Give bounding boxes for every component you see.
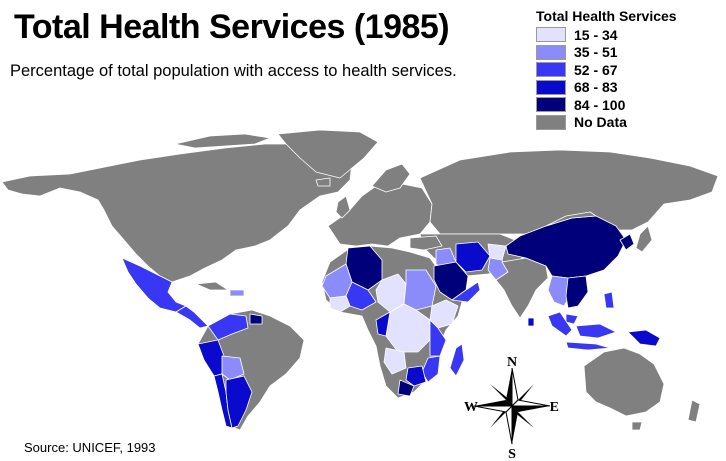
mongolia xyxy=(545,211,597,227)
angola xyxy=(383,347,407,375)
compass-point-e-light xyxy=(510,399,551,407)
legend-item-no-data: No Data xyxy=(536,114,722,132)
legend-swatch xyxy=(536,114,566,130)
legend: Total Health Services 15 - 34 35 - 51 52… xyxy=(536,8,722,131)
compass-point-s-dark xyxy=(512,406,518,444)
west-africa-coast xyxy=(329,295,351,313)
compass-label-w: W xyxy=(464,400,478,415)
legend-item-52-67: 52 - 67 xyxy=(536,61,722,79)
legend-swatch xyxy=(536,62,566,78)
compass-label-n: N xyxy=(507,355,517,370)
map-title: Total Health Services (1985) xyxy=(14,8,450,46)
scandinavia xyxy=(371,163,411,193)
suriname xyxy=(249,313,263,325)
legend-item-84-100: 84 - 100 xyxy=(536,96,722,114)
tasmania xyxy=(631,421,643,430)
legend-label: 68 - 83 xyxy=(574,79,618,96)
iceland xyxy=(315,177,331,187)
compass-point-w-dark xyxy=(474,400,512,406)
yemen-oman xyxy=(451,281,481,303)
bolivia xyxy=(221,355,245,381)
compass-label-e: E xyxy=(550,400,559,415)
legend-label: 35 - 51 xyxy=(574,44,618,61)
compass-point-e-dark xyxy=(512,406,550,412)
legend-swatch xyxy=(536,44,566,60)
compass-point-n-dark xyxy=(506,368,512,406)
malaysia xyxy=(565,313,579,325)
legend-swatch xyxy=(536,27,566,43)
legend-title: Total Health Services xyxy=(536,8,677,24)
north-america-landmass xyxy=(1,143,353,283)
map-subtitle: Percentage of total population with acce… xyxy=(10,62,457,80)
hispaniola xyxy=(229,289,245,297)
botswana xyxy=(397,379,415,397)
ecuador-peru xyxy=(197,339,225,377)
cuba xyxy=(195,281,229,291)
sri-lanka xyxy=(527,317,535,327)
indonesia-java xyxy=(565,341,611,351)
papua-new-guinea xyxy=(627,329,661,347)
compass-point-w-light xyxy=(473,405,514,413)
arctic-islands xyxy=(174,133,271,149)
philippines xyxy=(603,291,615,309)
cameroon-gabon xyxy=(375,311,391,337)
compass-rose: N S E W xyxy=(464,355,559,460)
madagascar xyxy=(449,343,465,377)
legend-item-35-51: 35 - 51 xyxy=(536,44,722,62)
source-note: Source: UNICEF, 1993 xyxy=(24,440,156,455)
sudan xyxy=(403,269,437,311)
legend-label: No Data xyxy=(574,114,627,131)
legend-swatch xyxy=(536,79,566,95)
legend-label: 52 - 67 xyxy=(574,61,618,78)
indochina xyxy=(565,275,589,309)
legend-swatch xyxy=(536,97,566,113)
legend-item-68-83: 68 - 83 xyxy=(536,79,722,97)
indonesia-west xyxy=(547,311,573,337)
world-map xyxy=(1,130,719,430)
argentina xyxy=(225,375,253,429)
turkey xyxy=(409,235,443,251)
new-zealand xyxy=(687,399,701,423)
british-isles xyxy=(335,195,351,219)
legend-item-15-34: 15 - 34 xyxy=(536,26,722,44)
legend-label: 15 - 34 xyxy=(574,26,618,43)
korea xyxy=(619,233,635,251)
greenland xyxy=(277,130,379,179)
legend-label: 84 - 100 xyxy=(574,96,626,113)
zimbabwe xyxy=(405,365,427,387)
compass-label-s: S xyxy=(508,447,516,460)
indonesia-central xyxy=(575,323,617,339)
central-america xyxy=(175,305,209,329)
australia xyxy=(583,347,665,417)
japan xyxy=(635,225,653,253)
